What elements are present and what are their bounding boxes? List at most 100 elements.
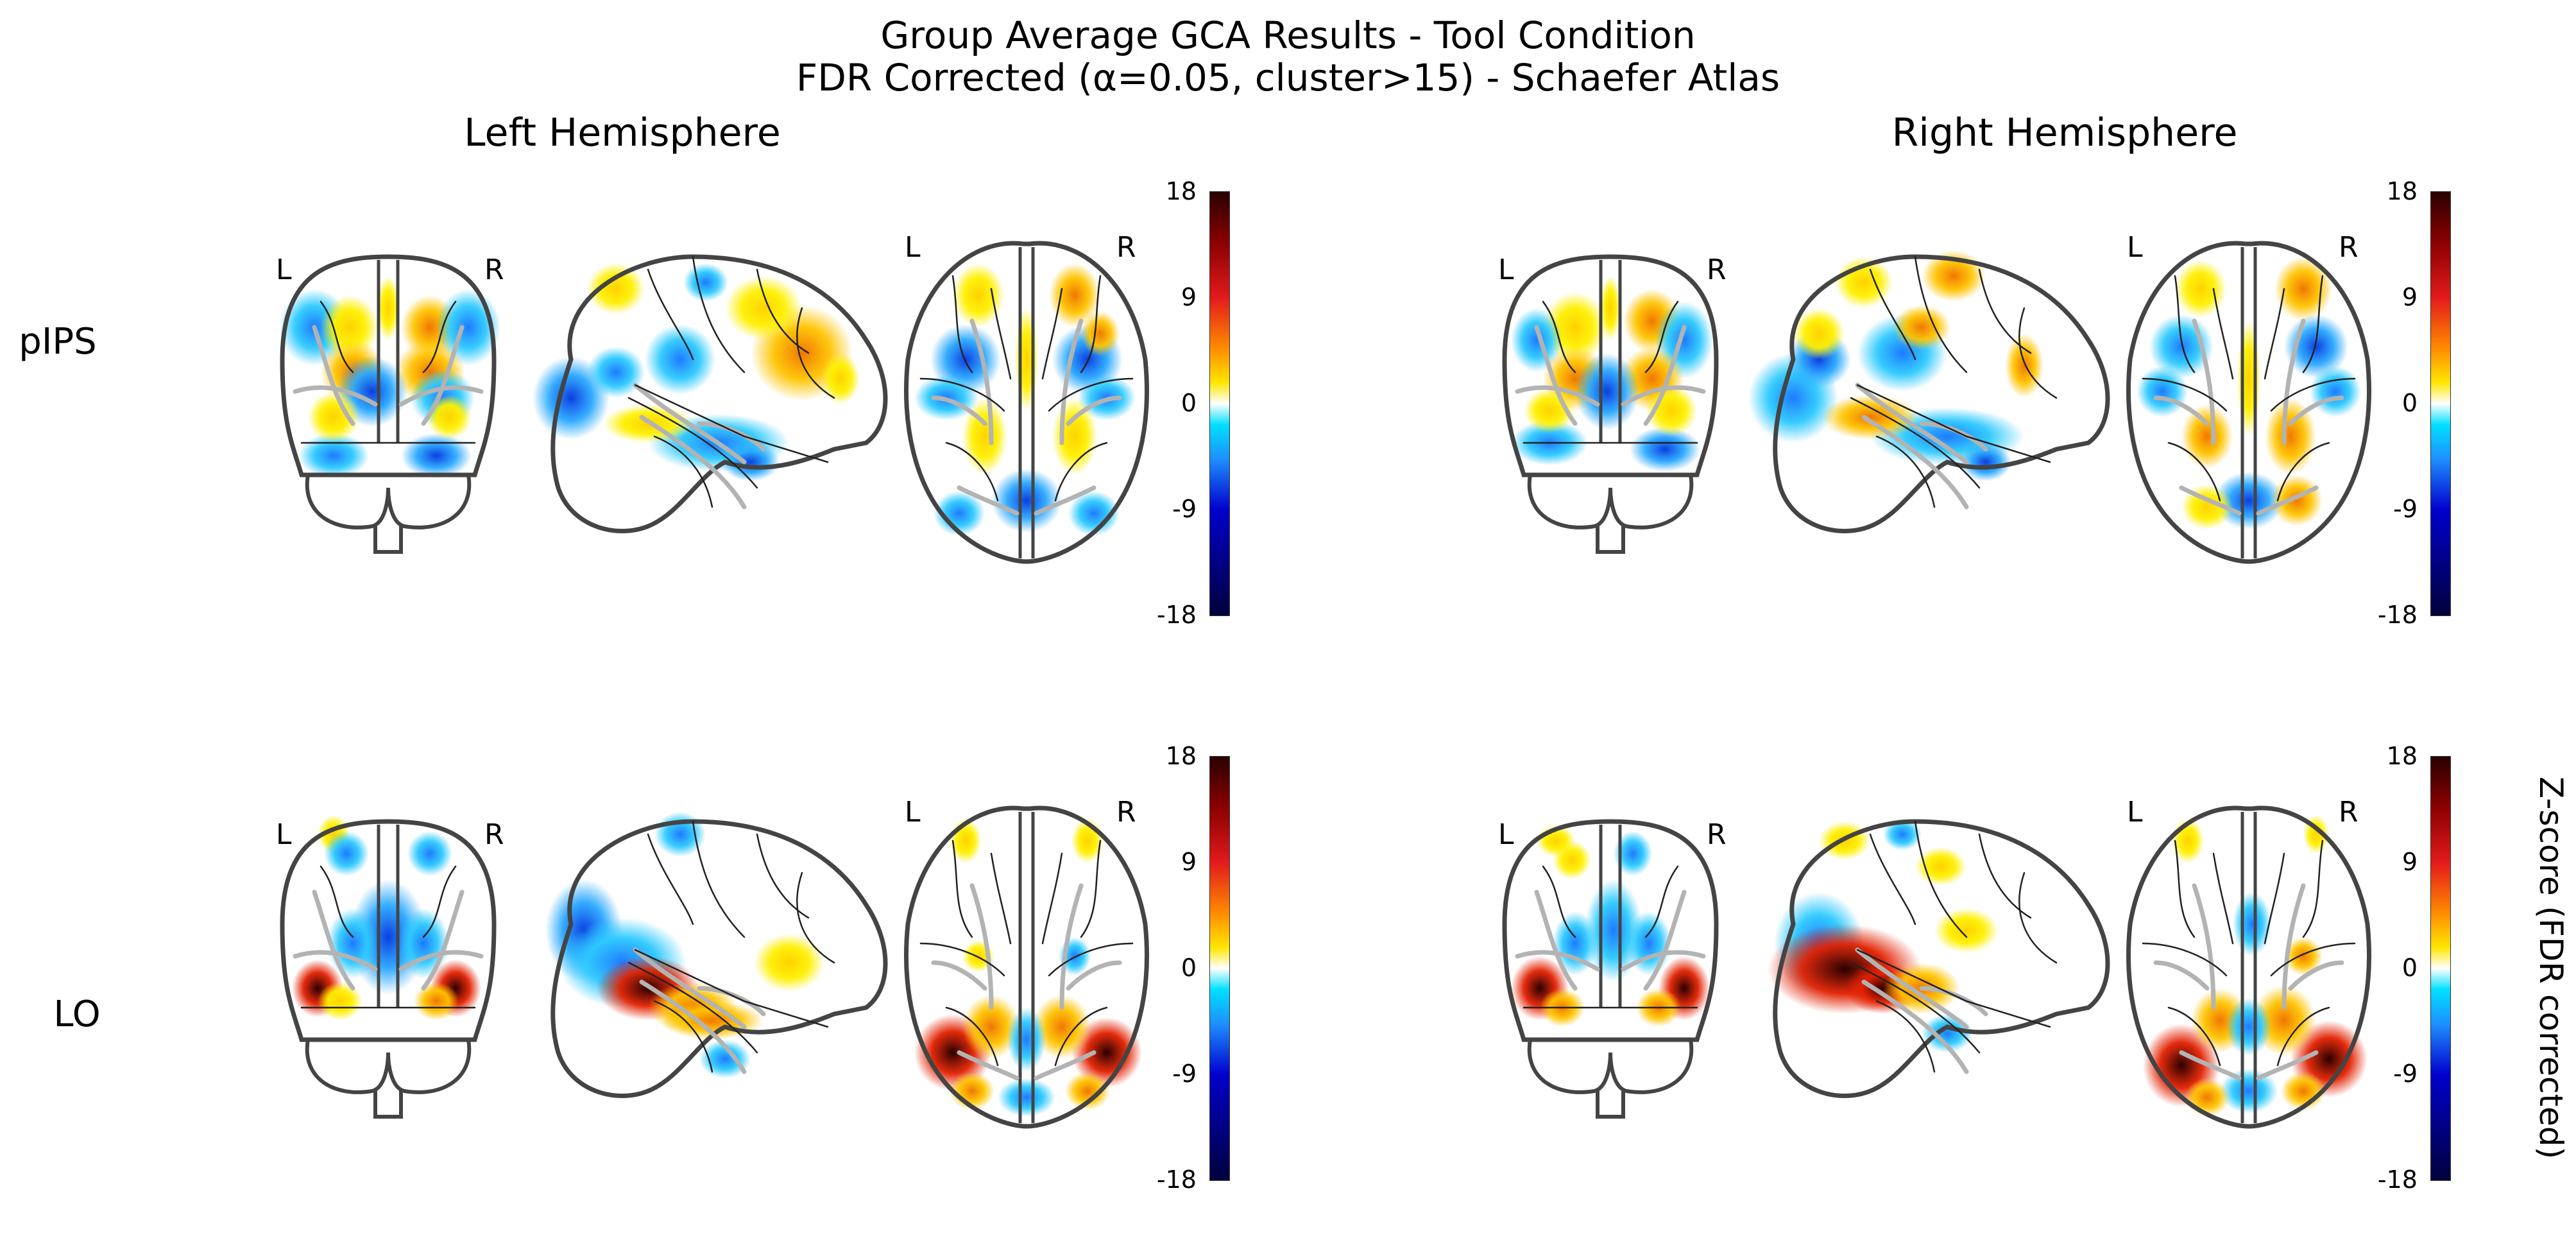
midline [2240, 247, 2257, 558]
sagittal-view [533, 254, 888, 533]
sulcus-line [1054, 442, 1108, 502]
ventricle-outline [1515, 385, 1600, 407]
midline [1599, 260, 1622, 443]
sulcus-line [2302, 839, 2324, 938]
sulcus-line [2276, 1006, 2330, 1067]
ventricle-outline [957, 1050, 1019, 1081]
colorbar-tick-label: 0 [1181, 389, 1197, 417]
sulcus-line [627, 397, 758, 489]
orientation-label-left: L [276, 818, 292, 851]
orientation-label-left: L [2127, 231, 2143, 264]
sulcus-line [627, 961, 758, 1054]
activation-cluster [1822, 395, 1918, 440]
sulcus-line [951, 839, 973, 938]
sulcus-line [320, 300, 354, 374]
colorbar-tick-label: 0 [1181, 954, 1197, 982]
sulcus-line [2276, 442, 2330, 502]
activation-cluster [2284, 937, 2323, 976]
sulcus-line [1542, 865, 1576, 938]
brainstem-outline [1596, 1091, 1625, 1119]
ventricle-outline [1855, 947, 1969, 1029]
sulcus-line [647, 268, 694, 361]
cerebellum-outline [305, 474, 472, 529]
activation-cluster [953, 263, 1004, 327]
ventricle-outline [2256, 1050, 2319, 1081]
sulcus-line [1542, 300, 1576, 374]
sulcus-line [2270, 377, 2356, 412]
sulcus-line [2018, 307, 2058, 399]
orientation-label-left: L [1498, 254, 1514, 286]
sulcus-line [796, 307, 835, 399]
sulcus-line [951, 275, 973, 374]
sulcus-line [1856, 949, 2051, 1028]
colorbar-tick-label: -18 [1156, 1165, 1197, 1194]
cerebellum-outline [305, 1039, 472, 1094]
sulcus-line [2167, 442, 2221, 502]
column-title-right-hemisphere: Right Hemisphere [1891, 110, 2238, 155]
sulcus-line [634, 384, 829, 463]
sulcus-line [1856, 384, 2051, 463]
row-label-pips: pIPS [19, 321, 97, 363]
cerebellum-outline [1527, 1039, 1694, 1094]
ventricle-outline [312, 890, 355, 991]
colorbar-tick-label: 18 [2386, 177, 2418, 205]
chart-title: Group Average GCA Results - Tool Conditi… [880, 13, 1696, 57]
midline [1018, 247, 1035, 558]
brainstem-outline [373, 526, 403, 554]
ventricle-outline [398, 385, 484, 407]
row-label-lo: LO [53, 993, 101, 1035]
ventricle-outline [639, 979, 747, 1074]
sulcus-line [1875, 1000, 1936, 1073]
sulcus-line [919, 377, 1005, 412]
ventricle-outline [969, 883, 994, 1010]
orientation-label-left: L [276, 254, 292, 286]
sulcus-line [1048, 377, 1134, 412]
orientation-label-right: R [1707, 818, 1727, 851]
activation-cluster [2265, 398, 2316, 475]
brain-outline [280, 819, 497, 1042]
activation-cluster [2175, 260, 2226, 318]
sulcus-line [1869, 268, 1916, 361]
sulcus-line [422, 865, 457, 938]
activation-cluster [398, 908, 449, 979]
activation-cluster [1893, 305, 1950, 350]
ventricle-outline [293, 950, 378, 972]
activation-cluster [2220, 1069, 2278, 1113]
midline [377, 260, 400, 443]
activation-cluster [1600, 276, 1621, 340]
brain-outline [2126, 805, 2371, 1129]
sulcus-line [2018, 872, 2058, 964]
activation-cluster [2271, 475, 2323, 526]
sulcus-line [2174, 275, 2196, 374]
orientation-label-right: R [1707, 254, 1727, 286]
colorbar-tick-label: 18 [1165, 742, 1197, 770]
activation-cluster [414, 982, 459, 1020]
activation-cluster [1934, 908, 1999, 953]
activation-cluster [401, 433, 472, 478]
brain-outline [904, 241, 1149, 564]
activation-cluster [587, 263, 645, 314]
sulcus-line [2142, 377, 2228, 412]
ventricle-outline [1059, 318, 1084, 445]
activation-cluster [407, 831, 452, 876]
colorbar-pips-left [1209, 191, 1230, 616]
sulcus-line [2212, 288, 2234, 380]
brain-outline [2126, 241, 2371, 564]
activation-cluster [962, 995, 1020, 1059]
colorbar-label: Z-score (FDR corrected) [2532, 777, 2570, 1160]
ventricle-outline [2282, 318, 2306, 445]
activation-cluster [1960, 443, 2011, 481]
activation-cluster [1033, 995, 1091, 1059]
ventricle-outline [1855, 383, 1969, 465]
ventricle-outline [697, 986, 766, 1017]
ventricle-outline [697, 421, 766, 452]
ventricle-outline [1643, 325, 1687, 426]
activation-cluster [377, 276, 400, 340]
sulcus-line [647, 833, 694, 925]
activation-cluster [1575, 353, 1639, 430]
colorbar-lo-right [2430, 756, 2451, 1181]
